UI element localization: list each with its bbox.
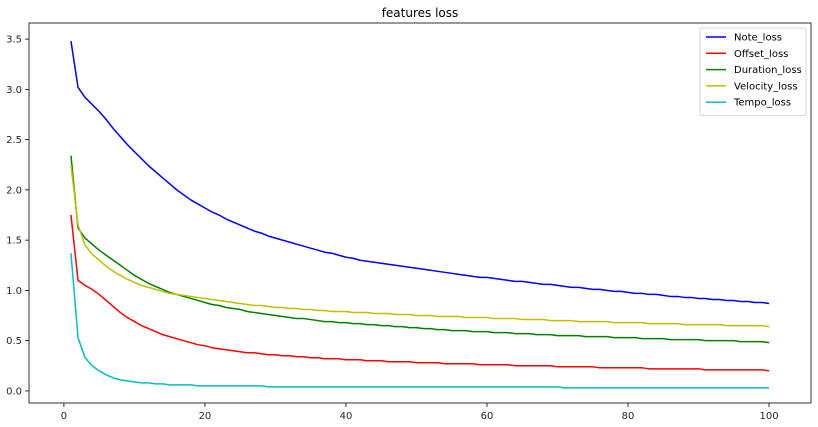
series-line-note-loss (70, 40, 770, 305)
y-tick-label: 2.5 (6, 135, 22, 146)
axes: 0 20 40 60 80 100 0.0 0.5 1.0 1.5 2.0 2.5 3.0 3.5 (6, 22, 812, 422)
legend-label: Velocity_loss (734, 81, 798, 92)
y-tick-label: 0.0 (6, 386, 22, 397)
y-tick-label: 3.0 (6, 85, 22, 96)
x-tick-label: 20 (199, 411, 212, 422)
series-line-velocity-loss (70, 164, 770, 328)
series-line-duration-loss (70, 155, 770, 344)
x-tick-label: 80 (622, 411, 635, 422)
x-tick-label: 60 (481, 411, 494, 422)
y-tick-label: 2.0 (6, 185, 22, 196)
legend-box (699, 27, 807, 116)
plot-frame (28, 22, 812, 404)
y-tick-label: 1.5 (6, 236, 22, 247)
series-line-offset-loss (70, 214, 770, 372)
y-tick-label: 0.5 (6, 336, 22, 347)
x-tick-label: 0 (61, 411, 67, 422)
series-line-tempo-loss (70, 253, 770, 389)
legend-label: Duration_loss (734, 65, 802, 76)
legend-label: Offset_loss (734, 49, 788, 60)
y-tick-label: 1.0 (6, 286, 22, 297)
legend: Note_loss Offset_loss Duration_loss Velocit… (699, 27, 807, 116)
x-tick-label: 100 (759, 411, 778, 422)
series-lines (70, 40, 770, 389)
legend-label: Note_loss (734, 33, 782, 44)
x-tick-label: 40 (340, 411, 353, 422)
legend-label: Tempo_loss (733, 98, 791, 109)
chart-title: features loss (382, 6, 459, 20)
y-tick-label: 3.5 (6, 35, 22, 46)
